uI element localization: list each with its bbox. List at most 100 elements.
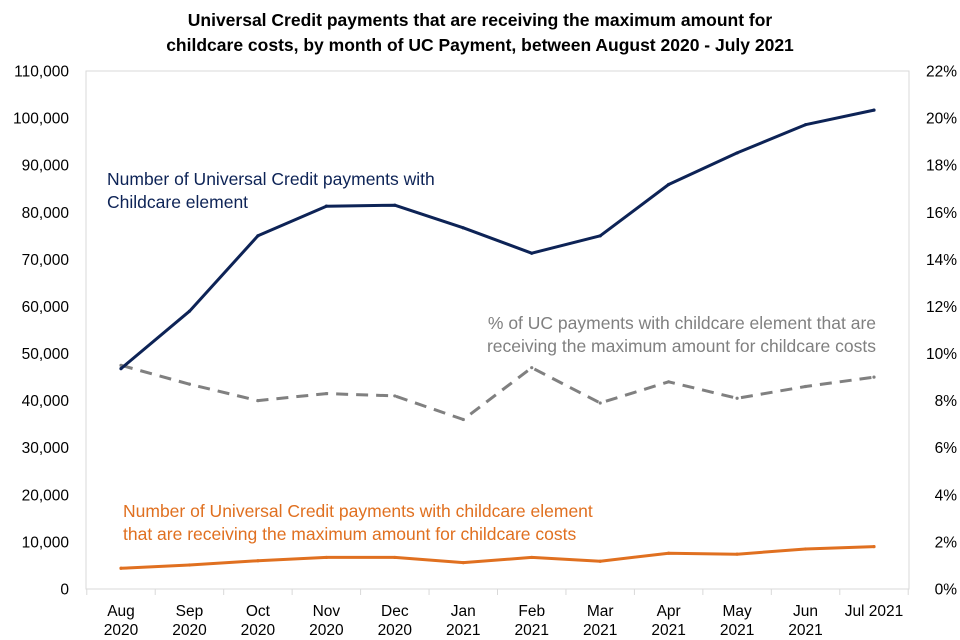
series-2-point (119, 566, 123, 570)
y-right-tick-label: 12% (926, 299, 957, 316)
y-right-tick-label: 2% (935, 534, 958, 551)
series-label-percent-line-2: receiving the maximum amount for childca… (487, 336, 876, 356)
x-tick-label-year: 2021 (583, 622, 617, 639)
series-1-point (393, 394, 397, 398)
x-tick-label-month: Jan (451, 603, 476, 620)
series-0-point (324, 204, 328, 208)
y-axis-right: 0% 2% 4% 6% 8% 10% 12% 14% 16% 18% 20% 22% (926, 64, 957, 599)
series-0-point (667, 182, 671, 187)
y-left-tick-label: 20,000 (22, 487, 70, 504)
x-tick-label-month: Apr (657, 603, 681, 620)
series-1-point (803, 384, 808, 389)
x-tick-label-year: 2021 (720, 622, 754, 639)
series-2-point (393, 555, 397, 560)
series-label-maximum-line-1: Number of Universal Credit payments with… (123, 501, 593, 521)
series-1-point (187, 382, 192, 386)
series-label-percent-line-1: % of UC payments with childcare element … (488, 313, 876, 333)
series-0-point (872, 108, 876, 112)
x-tick-label-month: May (722, 603, 752, 620)
series-1-point (461, 417, 465, 422)
y-right-tick-label: 4% (935, 487, 958, 504)
y-right-tick-label: 18% (926, 158, 957, 175)
series-0-point (530, 251, 534, 255)
series-2-point (530, 555, 534, 560)
y-right-tick-label: 8% (935, 393, 958, 410)
x-tick-label-month: Oct (246, 603, 271, 620)
series-1-point (735, 396, 739, 400)
x-tick-label-year: 2020 (172, 622, 207, 639)
chart-title-line-2: childcare costs, by month of UC Payment,… (166, 35, 794, 55)
x-tick-label-year: 2021 (446, 622, 480, 639)
y-left-tick-label: 90,000 (22, 158, 70, 175)
x-tick-label-year: 2021 (651, 622, 685, 639)
series-2-point (461, 561, 465, 565)
chart-title-line-1: Universal Credit payments that are recei… (188, 10, 773, 30)
series-1-point (324, 391, 328, 396)
series-1-point (598, 401, 602, 405)
series-2-point (256, 559, 260, 563)
x-tick-label-year: 2020 (378, 622, 413, 639)
y-axis-left: 0 10,000 20,000 30,000 40,000 50,000 60,000 70,… (13, 64, 69, 599)
y-right-tick-label: 20% (926, 111, 957, 128)
series-label-total-line-1: Number of Universal Credit payments with (107, 169, 435, 189)
series-1-point (872, 375, 876, 379)
y-left-tick-label: 50,000 (22, 346, 70, 363)
series-label-maximum-line-2: that are receiving the maximum amount fo… (123, 524, 576, 544)
y-left-tick-label: 0 (60, 582, 69, 599)
x-tick-label-year: 2020 (309, 622, 344, 639)
series-2-point (667, 551, 671, 555)
y-right-tick-label: 22% (926, 64, 957, 81)
x-tick-label-year: 2020 (104, 622, 139, 639)
x-tick-label-year: 2021 (788, 622, 822, 639)
x-axis-tick-marks (86, 589, 909, 595)
series-1-point (667, 380, 671, 384)
y-left-tick-label: 80,000 (22, 205, 70, 222)
series-2-point (803, 547, 808, 551)
y-left-tick-label: 10,000 (22, 534, 70, 551)
y-right-tick-label: 0% (935, 582, 958, 599)
x-tick-label-month: Jul 2021 (845, 603, 904, 620)
series-0-point (187, 309, 192, 313)
y-left-tick-label: 30,000 (22, 440, 70, 457)
y-left-tick-label: 40,000 (22, 393, 70, 410)
series-2-point (187, 563, 192, 567)
x-tick-label-month: Jun (793, 603, 818, 620)
y-right-tick-label: 10% (926, 346, 957, 363)
y-right-tick-label: 16% (926, 205, 957, 222)
series-0-point (803, 123, 808, 127)
series-0-point (256, 234, 260, 238)
series-2-point (324, 555, 328, 560)
x-axis: Aug 2020 Sep 2020 Oct 2020 Nov 2020 Dec 2020 Jan 20… (104, 603, 904, 639)
series-line-1 (120, 363, 875, 421)
series-line-0 (119, 108, 876, 371)
x-tick-label-month: Feb (518, 603, 545, 620)
series-0-point (119, 367, 123, 371)
series-2-point (872, 545, 876, 549)
y-left-tick-label: 100,000 (13, 111, 69, 128)
series-2-point (598, 559, 602, 563)
series-1-point (256, 399, 260, 403)
series-1-point (530, 366, 534, 370)
series-0-point (393, 203, 397, 207)
x-tick-label-month: Sep (176, 603, 204, 620)
x-tick-label-year: 2020 (241, 622, 276, 639)
series-2-point (735, 552, 739, 556)
y-left-tick-label: 70,000 (22, 252, 70, 269)
x-tick-label-month: Mar (587, 603, 614, 620)
series-0-point (461, 226, 465, 230)
series-layer (119, 108, 876, 570)
x-tick-label-month: Aug (107, 603, 135, 620)
series-0-point (735, 151, 739, 155)
x-tick-label-month: Nov (313, 603, 341, 620)
series-line-2 (119, 545, 876, 570)
series-label-total-line-2: Childcare element (107, 192, 248, 212)
x-tick-label-year: 2021 (514, 622, 548, 639)
y-right-tick-label: 14% (926, 252, 957, 269)
x-tick-label-month: Dec (381, 603, 409, 620)
series-0-point (598, 234, 602, 238)
y-left-tick-label: 110,000 (14, 64, 69, 81)
y-right-tick-label: 6% (935, 440, 958, 457)
y-left-tick-label: 60,000 (22, 299, 70, 316)
